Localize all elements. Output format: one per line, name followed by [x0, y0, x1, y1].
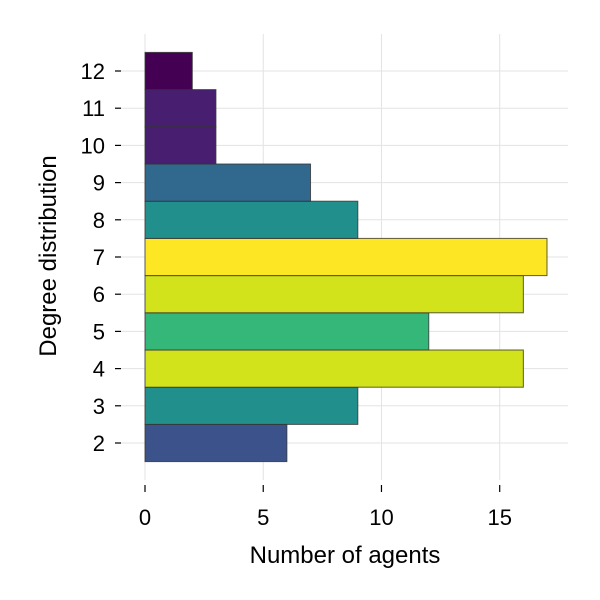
bar-degree-5: [144, 312, 430, 351]
bar-degree-3: [144, 386, 359, 425]
y-tick-label: 6: [93, 282, 105, 307]
bar-degree-6: [144, 275, 524, 314]
bar-degree-4: [144, 349, 524, 388]
bar-degree-11: [144, 89, 217, 128]
y-tick-label: 5: [93, 319, 105, 344]
y-axis-label: Degree distribution: [35, 155, 62, 356]
x-axis-label: Number of agents: [250, 542, 441, 569]
y-tick-label: 7: [93, 245, 105, 270]
x-tick-label: 0: [139, 505, 151, 530]
y-axis: 2 3 4 5 6 7 8 9 10 11 12: [81, 59, 121, 456]
bar-degree-8: [144, 200, 359, 239]
bars: [144, 51, 548, 463]
y-tick-label: 3: [93, 394, 105, 419]
x-axis: 0 5 10 15: [139, 485, 512, 530]
bar-degree-10: [144, 126, 217, 165]
x-tick-label: 5: [257, 505, 269, 530]
y-tick-label: 11: [82, 96, 105, 121]
y-tick-label: 8: [93, 208, 105, 233]
y-tick-label: 4: [93, 357, 105, 382]
y-tick-label: 2: [93, 431, 105, 456]
bar-degree-7: [144, 237, 548, 277]
x-tick-label: 15: [487, 505, 511, 530]
x-tick-label: 10: [369, 505, 393, 530]
y-tick-label: 9: [93, 171, 105, 196]
bar-degree-2: [144, 423, 288, 463]
y-tick-label: 12: [81, 59, 105, 84]
y-tick-label: 10: [81, 133, 105, 158]
bar-degree-9: [144, 163, 312, 202]
bar-degree-12: [144, 51, 193, 91]
